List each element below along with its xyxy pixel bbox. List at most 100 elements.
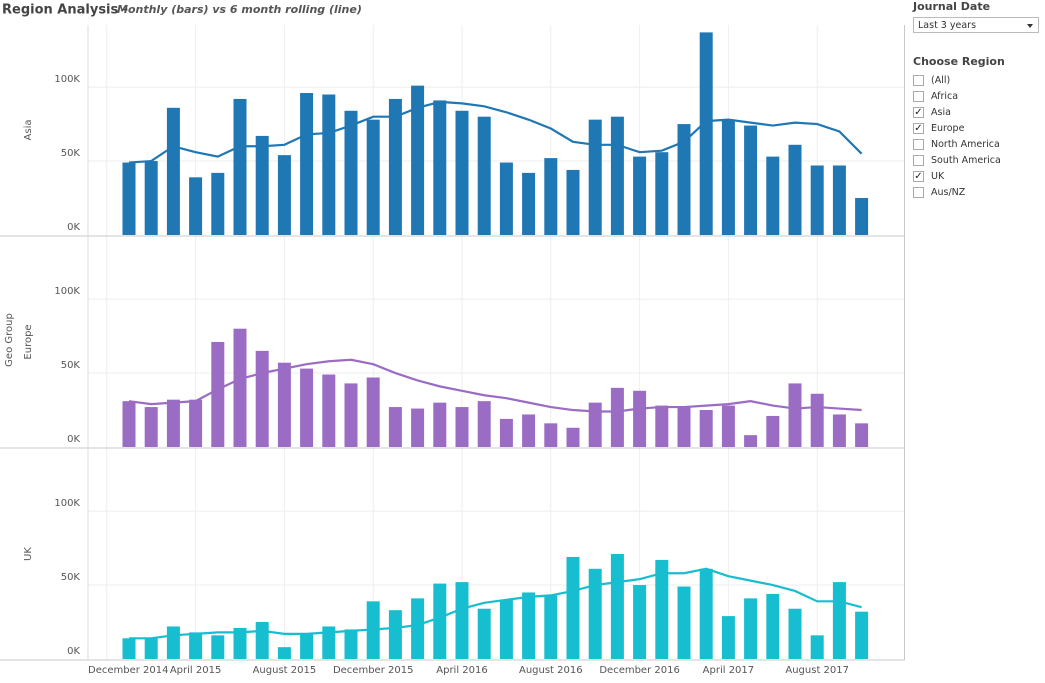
bar — [677, 586, 691, 659]
bar — [277, 647, 291, 659]
bar — [388, 407, 402, 447]
y-tick-label: 100K — [54, 286, 80, 297]
bar — [344, 383, 358, 447]
y-tick-label: 0K — [67, 646, 80, 657]
bar — [433, 402, 447, 447]
checkbox[interactable]: ✓ — [913, 106, 924, 118]
bar — [566, 427, 580, 447]
option-label: South America — [931, 154, 1001, 166]
y-tick-label: 100K — [54, 498, 80, 509]
bar — [477, 116, 491, 235]
bar — [411, 85, 425, 235]
bar — [233, 627, 247, 659]
bar — [477, 608, 491, 659]
bar — [633, 585, 647, 659]
bar — [255, 135, 269, 235]
bar — [810, 393, 824, 447]
bar — [211, 635, 225, 659]
bar — [122, 162, 136, 235]
bar — [322, 374, 336, 447]
region-list: (All) Africa ✓ Asia ✓ Europe North America Sout… — [913, 72, 1043, 200]
region-option[interactable]: ✓ Asia — [913, 104, 1043, 120]
bar — [522, 172, 536, 235]
region-option[interactable]: South America — [913, 152, 1043, 168]
bar — [832, 582, 846, 659]
checkbox[interactable] — [913, 74, 924, 86]
bar — [855, 423, 869, 447]
filter-panel: Journal Date Last 3 years Choose Region … — [913, 0, 1043, 200]
bar — [544, 595, 558, 659]
region-option[interactable]: Aus/NZ — [913, 184, 1043, 200]
chart-title: Region Analysis - — [2, 3, 128, 18]
bar — [366, 119, 380, 235]
option-label: Aus/NZ — [931, 186, 966, 198]
bar — [255, 350, 269, 447]
region-option[interactable]: (All) — [913, 72, 1043, 88]
bar — [788, 144, 802, 235]
bar — [455, 110, 469, 235]
bar — [810, 165, 824, 235]
bar — [810, 635, 824, 659]
bar — [344, 110, 358, 235]
bar — [277, 362, 291, 447]
x-tick-label: December 2016 — [599, 665, 679, 676]
x-tick-label: April 2016 — [436, 665, 487, 676]
checkbox[interactable]: ✓ — [913, 170, 924, 182]
bar — [699, 32, 713, 236]
region-option[interactable]: Africa — [913, 88, 1043, 104]
bar — [411, 408, 425, 447]
bar — [766, 156, 780, 235]
checkbox[interactable]: ✓ — [913, 122, 924, 134]
y-tick-label: 0K — [67, 222, 80, 233]
bar — [144, 638, 158, 659]
bar — [322, 626, 336, 659]
bar — [233, 328, 247, 447]
rolling-line — [129, 567, 862, 640]
checkbox[interactable] — [913, 138, 924, 150]
bar — [344, 629, 358, 659]
bar — [655, 152, 669, 235]
bar — [166, 107, 180, 235]
bar — [855, 198, 869, 235]
bar — [610, 387, 624, 447]
bar — [677, 124, 691, 235]
bar — [388, 610, 402, 659]
bar — [144, 161, 158, 235]
bar — [455, 407, 469, 447]
bar — [211, 172, 225, 235]
panel-label: Asia — [23, 120, 34, 141]
panel-label: UK — [23, 547, 34, 561]
date-dropdown[interactable]: Last 3 years — [913, 17, 1039, 33]
x-tick-label: August 2015 — [253, 665, 317, 676]
panel-label: Europe — [23, 324, 34, 359]
bar — [699, 410, 713, 447]
region-option[interactable]: ✓ Europe — [913, 120, 1043, 136]
bar — [544, 423, 558, 447]
option-label: Asia — [931, 106, 951, 118]
checkbox[interactable] — [913, 90, 924, 102]
bar — [522, 592, 536, 659]
checkbox[interactable] — [913, 186, 924, 198]
bar — [122, 401, 136, 447]
bar — [189, 177, 203, 235]
region-option[interactable]: ✓ UK — [913, 168, 1043, 184]
bar — [499, 162, 513, 235]
bar — [721, 616, 735, 659]
bar — [233, 98, 247, 235]
option-label: Europe — [931, 122, 965, 134]
filter-title: Journal Date — [913, 0, 991, 13]
filter-title: Choose Region — [913, 55, 1005, 68]
region-option[interactable]: North America — [913, 136, 1043, 152]
bar — [744, 125, 758, 235]
bar — [322, 94, 336, 235]
bar — [455, 582, 469, 659]
bar — [277, 155, 291, 235]
checkbox[interactable] — [913, 154, 924, 166]
bar — [588, 402, 602, 447]
bar — [166, 399, 180, 447]
y-tick-label: 0K — [67, 434, 80, 445]
bar — [433, 100, 447, 235]
rolling-line — [128, 100, 863, 164]
bar — [366, 377, 380, 447]
